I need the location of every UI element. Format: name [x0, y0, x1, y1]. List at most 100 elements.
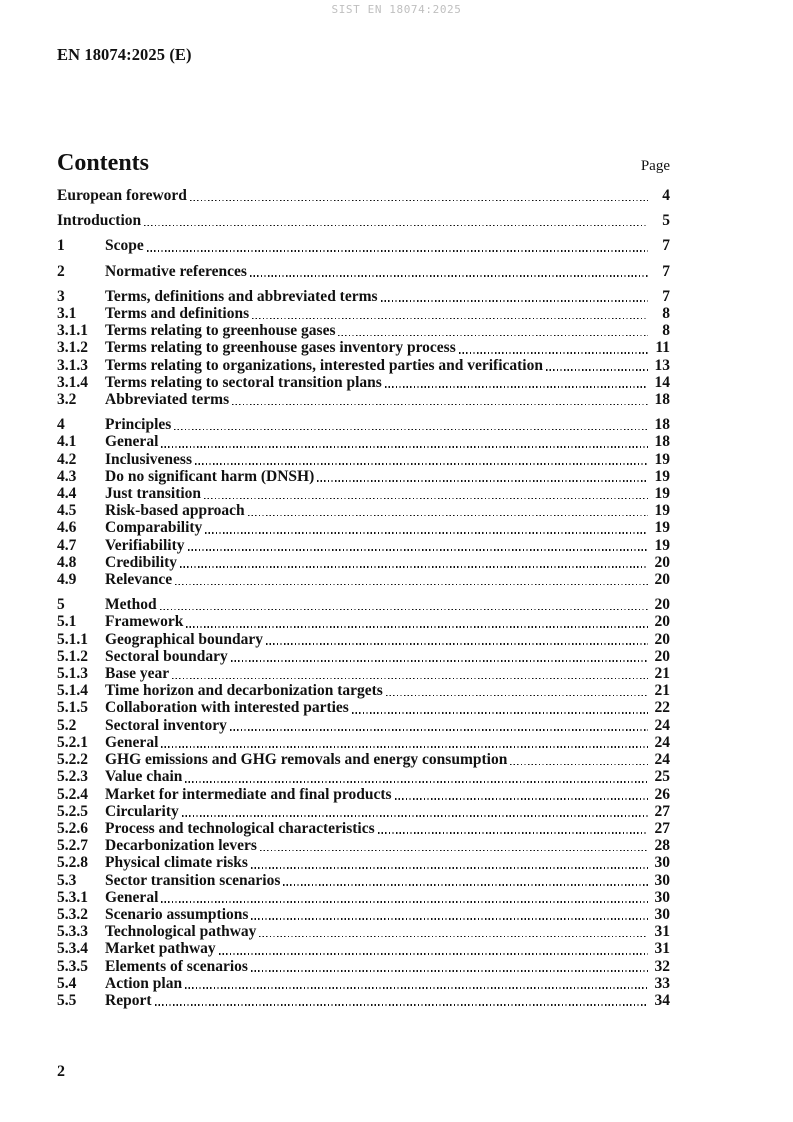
dot-leader [187, 549, 648, 551]
toc-row[interactable]: European foreword 4 [57, 187, 670, 204]
dot-leader [266, 643, 648, 645]
toc-entry-page: 5 [662, 212, 670, 230]
toc-entry-page: 18 [654, 433, 671, 451]
toc-row[interactable]: 3.2 Abbreviated terms 18 [57, 391, 670, 408]
dot-leader [250, 866, 648, 869]
toc-row[interactable]: Introduction 5 [57, 212, 670, 229]
toc-entry-number: 4.9 [57, 571, 77, 589]
toc-entry-page: 19 [654, 536, 671, 554]
toc-row[interactable]: 5.1.1 Geographical boundary 20 [57, 631, 670, 648]
toc-entry-page: 19 [654, 502, 671, 520]
toc-row[interactable]: 5 Method 20 [57, 596, 670, 613]
toc-entry-title: Elements of scenarios [105, 957, 248, 975]
toc-row[interactable]: 5.3.4 Market pathway 31 [57, 940, 670, 957]
toc-row[interactable]: 3.1.1 Terms relating to greenhouse gases 8 [57, 322, 670, 339]
toc-row[interactable]: 5.3.2 Scenario assumptions 30 [57, 906, 670, 923]
toc-entry-page: 20 [654, 553, 671, 571]
dot-leader [180, 566, 648, 569]
dot-leader [229, 729, 648, 731]
toc-entry-number: 3 [57, 287, 65, 305]
toc-entry-number: 5.1.3 [57, 665, 88, 683]
toc-entry-number: 5.4 [57, 974, 77, 992]
toc-entry-title: Inclusiveness [105, 450, 192, 468]
toc-row[interactable]: 3.1.2 Terms relating to greenhouse gases … [57, 339, 670, 356]
toc-row[interactable]: 4.3 Do no significant harm (DNSH) 19 [57, 468, 670, 485]
toc-entry-page: 30 [654, 905, 671, 923]
footer-page-number: 2 [57, 1063, 65, 1080]
toc-entry-title: Time horizon and decarbonization targets [105, 682, 383, 700]
toc-row[interactable]: 5.4 Action plan 33 [57, 975, 670, 992]
toc-entry-number: 5.1 [57, 613, 77, 631]
dot-leader [510, 763, 648, 766]
dot-leader [247, 514, 648, 517]
toc-entry-title: Terms relating to greenhouse gases inven… [105, 339, 456, 357]
toc-row[interactable]: 4.2 Inclusiveness 19 [57, 451, 670, 468]
toc-entry-page: 26 [654, 785, 671, 803]
toc-entry-title: Comparability [105, 519, 203, 537]
toc-row[interactable]: 5.2.6 Process and technological character… [57, 820, 670, 837]
toc-entry-number: 5.1.1 [57, 630, 88, 648]
toc-row[interactable]: 5.1.3 Base year 21 [57, 665, 670, 682]
dot-leader [283, 884, 648, 886]
toc-entry-number: 5.2.5 [57, 802, 88, 820]
dot-leader [259, 935, 648, 938]
toc-row[interactable]: 5.1.4 Time horizon and decarbonization ta… [57, 682, 670, 699]
toc-entry-number: 5 [57, 596, 65, 614]
toc-row[interactable]: 5.3.3 Technological pathway 31 [57, 923, 670, 940]
toc-row[interactable]: 5.2.8 Physical climate risks 30 [57, 854, 670, 871]
toc-entry-number: 5.2 [57, 716, 77, 734]
toc-entry-number: 3.1 [57, 305, 77, 323]
toc-row[interactable]: 5.2 Sectoral inventory 24 [57, 717, 670, 734]
toc-row[interactable]: 4.5 Risk-based approach 19 [57, 502, 670, 519]
toc-row[interactable]: 5.1.2 Sectoral boundary 20 [57, 648, 670, 665]
toc-entry-page: 8 [662, 305, 670, 323]
toc-row[interactable]: 5.2.4 Market for intermediate and final p… [57, 786, 670, 803]
toc-row[interactable]: 2 Normative references 7 [57, 263, 670, 280]
toc-row[interactable]: 5.2.1 General 24 [57, 734, 670, 751]
toc-entry-number: 5.5 [57, 991, 77, 1009]
toc-row[interactable]: 4.7 Verifiability 19 [57, 537, 670, 554]
toc-entry-title: Terms relating to sectoral transition pl… [105, 373, 382, 391]
toc-entry-title: Just transition [105, 485, 202, 503]
toc-row[interactable]: 5.2.7 Decarbonization levers 28 [57, 837, 670, 854]
toc-row[interactable]: 5.2.5 Circularity 27 [57, 803, 670, 820]
toc-row[interactable]: 5.5 Report 34 [57, 992, 670, 1009]
toc-entry-number: 5.2.7 [57, 837, 88, 855]
toc-entry-number: 3.1.4 [57, 373, 88, 391]
toc-row[interactable]: 5.3.1 General 30 [57, 889, 670, 906]
toc-row[interactable]: 4 Principles 18 [57, 416, 670, 433]
toc-entry-title: Credibility [105, 553, 178, 571]
toc-row[interactable]: 3.1 Terms and definitions 8 [57, 305, 670, 322]
toc-entry-page: 22 [654, 699, 671, 717]
toc-entry-title: Method [105, 596, 157, 614]
toc-entry-page: 24 [654, 716, 671, 734]
toc-entry-title: Physical climate risks [105, 854, 248, 872]
toc-row[interactable]: 4.8 Credibility 20 [57, 554, 670, 571]
toc-row[interactable]: 1 Scope 7 [57, 237, 670, 254]
dot-leader [174, 428, 648, 431]
toc-entry-number: 5.2.6 [57, 819, 88, 837]
toc-row[interactable]: 4.4 Just transition 19 [57, 485, 670, 502]
toc-entry-title: Sectoral inventory [105, 716, 227, 734]
toc-row[interactable]: 5.3.5 Elements of scenarios 32 [57, 958, 670, 975]
toc-row[interactable]: 5.1 Framework 20 [57, 613, 670, 630]
toc-entry-number: 4.4 [57, 485, 77, 503]
dot-leader [230, 660, 648, 663]
toc-row[interactable]: 3.1.3 Terms relating to organizations, in… [57, 357, 670, 374]
toc-entry-page: 18 [654, 391, 671, 409]
toc-entry-title: Verifiability [105, 536, 185, 554]
toc-entry-page: 19 [654, 519, 671, 537]
toc-row[interactable]: 3 Terms, definitions and abbreviated term… [57, 288, 670, 305]
toc-row[interactable]: 4.9 Relevance 20 [57, 571, 670, 588]
toc-row[interactable]: 4.6 Comparability 19 [57, 519, 670, 536]
toc-row[interactable]: 5.2.3 Value chain 25 [57, 768, 670, 785]
toc-entry-page: 27 [654, 802, 671, 820]
contents-header: Contents Page [57, 150, 670, 177]
toc-row[interactable]: 4.1 General 18 [57, 433, 670, 450]
toc-row[interactable]: 5.1.5 Collaboration with interested parti… [57, 699, 670, 716]
toc-row[interactable]: 3.1.4 Terms relating to sectoral transiti… [57, 374, 670, 391]
toc-row[interactable]: 5.2.2 GHG emissions and GHG removals and … [57, 751, 670, 768]
toc-entry-page: 7 [662, 287, 670, 305]
toc-row[interactable]: 5.3 Sector transition scenarios 30 [57, 872, 670, 889]
toc-entry-number: 4.5 [57, 502, 77, 520]
